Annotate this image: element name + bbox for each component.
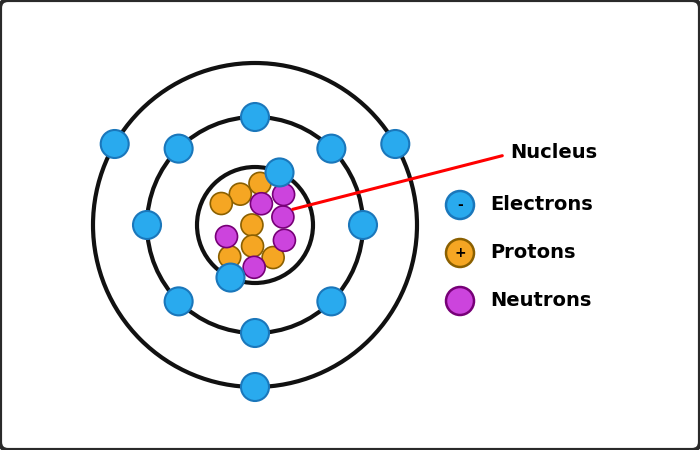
- Circle shape: [274, 230, 295, 251]
- Circle shape: [446, 191, 474, 219]
- Circle shape: [446, 239, 474, 267]
- Circle shape: [262, 247, 284, 269]
- Circle shape: [317, 135, 345, 162]
- Text: Protons: Protons: [490, 243, 575, 262]
- Circle shape: [241, 214, 263, 236]
- Circle shape: [241, 235, 263, 257]
- Text: Neutrons: Neutrons: [490, 292, 592, 310]
- Circle shape: [216, 264, 244, 292]
- Circle shape: [251, 193, 272, 215]
- Circle shape: [164, 135, 193, 162]
- Circle shape: [317, 288, 345, 315]
- Circle shape: [210, 193, 232, 215]
- Circle shape: [272, 184, 295, 206]
- Circle shape: [241, 373, 269, 401]
- Circle shape: [272, 206, 294, 228]
- Circle shape: [243, 256, 265, 278]
- Circle shape: [101, 130, 129, 158]
- Circle shape: [218, 246, 241, 268]
- Circle shape: [241, 103, 269, 131]
- Circle shape: [382, 130, 409, 158]
- Circle shape: [446, 287, 474, 315]
- Circle shape: [230, 183, 251, 205]
- Text: +: +: [454, 246, 466, 260]
- Circle shape: [249, 172, 271, 194]
- Circle shape: [241, 319, 269, 347]
- Circle shape: [349, 211, 377, 239]
- Circle shape: [164, 288, 193, 315]
- Text: -: -: [457, 198, 463, 212]
- Circle shape: [216, 225, 237, 248]
- Text: Electrons: Electrons: [490, 195, 593, 215]
- Text: Nucleus: Nucleus: [510, 144, 597, 162]
- Circle shape: [133, 211, 161, 239]
- Circle shape: [265, 158, 293, 186]
